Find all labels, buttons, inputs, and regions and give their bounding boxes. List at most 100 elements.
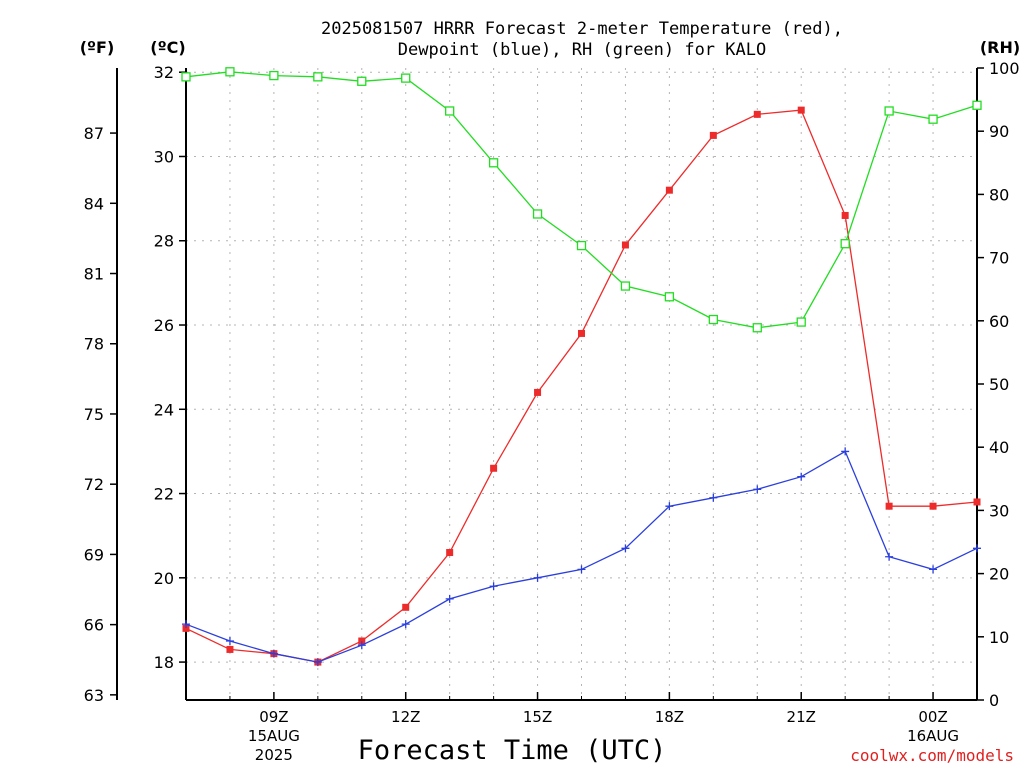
celsius-tick-label: 30 xyxy=(154,147,174,166)
temperature-point xyxy=(578,329,585,337)
x-tick-label: 18Z xyxy=(655,708,684,726)
x-tick-date-label: 16AUG xyxy=(907,727,959,745)
fahrenheit-tick-label: 75 xyxy=(84,405,104,424)
celsius-unit-label: (ºC) xyxy=(150,38,185,57)
dewpoint-point xyxy=(709,493,718,502)
rh-unit-label: (RH) xyxy=(980,38,1020,57)
rh-point xyxy=(488,158,499,168)
fahrenheit-tick-label: 78 xyxy=(84,335,104,354)
temperature-point xyxy=(446,549,454,557)
rh-tick-label: 20 xyxy=(989,565,1009,584)
x-tick-label: 00Z xyxy=(918,708,947,726)
rh-tick-label: 10 xyxy=(989,628,1009,647)
temperature-point xyxy=(402,603,410,611)
temperature-point xyxy=(885,502,893,510)
temperature-point xyxy=(841,211,849,219)
temperature-point xyxy=(621,241,629,249)
fahrenheit-tick-label: 81 xyxy=(84,265,104,284)
dewpoint-point xyxy=(797,472,806,481)
dewpoint-point xyxy=(665,502,674,511)
rh-point xyxy=(752,323,762,333)
dewpoint-point xyxy=(841,447,850,456)
x-tick-label: 15Z xyxy=(523,708,552,726)
rh-point xyxy=(928,114,938,124)
celsius-tick-label: 20 xyxy=(154,569,174,588)
temperature-point xyxy=(973,498,981,506)
dewpoint-point xyxy=(753,485,762,494)
rh-point xyxy=(576,240,587,251)
rh-tick-label: 30 xyxy=(989,501,1009,520)
fahrenheit-tick-label: 84 xyxy=(84,194,104,213)
celsius-tick-label: 22 xyxy=(154,485,174,504)
rh-tick-label: 60 xyxy=(989,312,1009,331)
dewpoint-point xyxy=(225,637,234,646)
temperature-point xyxy=(797,106,805,114)
temperature-point xyxy=(358,637,366,645)
rh-point xyxy=(225,67,235,77)
celsius-tick-label: 28 xyxy=(154,232,174,251)
dewpoint-point xyxy=(973,544,981,553)
chart-title-line-2: Dewpoint (blue), RH (green) for KALO xyxy=(398,40,766,60)
temperature-point xyxy=(226,645,234,653)
x-tick-year-label: 2025 xyxy=(255,746,293,764)
fahrenheit-tick-label: 72 xyxy=(84,475,104,494)
celsius-tick-label: 26 xyxy=(154,316,174,335)
rh-line xyxy=(185,71,978,329)
dewpoint-point xyxy=(621,544,630,553)
rh-tick-label: 50 xyxy=(989,375,1009,394)
temperature-point xyxy=(753,110,761,118)
rh-point xyxy=(532,209,543,219)
fahrenheit-tick-label: 87 xyxy=(84,124,104,143)
rh-point xyxy=(357,76,367,86)
rh-point xyxy=(796,317,806,327)
rh-tick-label: 80 xyxy=(989,185,1009,204)
rh-tick-label: 0 xyxy=(989,691,999,710)
dewpoint-point xyxy=(357,641,366,650)
fahrenheit-unit-label: (ºF) xyxy=(80,38,115,57)
grid-lines xyxy=(186,68,977,700)
fahrenheit-tick-label: 69 xyxy=(84,545,104,564)
axes xyxy=(110,67,984,701)
fahrenheit-tick-label: 66 xyxy=(84,616,104,635)
rh-point xyxy=(181,72,191,82)
rh-tick-label: 90 xyxy=(989,122,1009,141)
celsius-tick-label: 24 xyxy=(154,400,174,419)
rh-tick-label: 100 xyxy=(989,59,1020,78)
rh-tick-label: 70 xyxy=(989,249,1009,268)
x-tick-label: 12Z xyxy=(391,708,420,726)
rh-point xyxy=(269,70,279,81)
temperature-point xyxy=(534,388,542,396)
chart-title-line-1: 2025081507 HRRR Forecast 2-meter Tempera… xyxy=(321,19,843,39)
dewpoint-point xyxy=(182,620,190,629)
rh-point xyxy=(972,100,982,110)
credit-text: coolwx.com/models xyxy=(850,746,1014,765)
x-axis-title: Forecast Time (UTC) xyxy=(358,735,667,766)
temperature-point xyxy=(929,502,937,510)
temperature-point xyxy=(665,186,673,194)
rh-point xyxy=(445,106,455,116)
x-tick-date-label: 15AUG xyxy=(248,727,300,745)
x-tick-label: 21Z xyxy=(787,708,816,726)
celsius-tick-label: 18 xyxy=(154,653,174,672)
dewpoint-point xyxy=(885,552,894,561)
celsius-tick-label: 32 xyxy=(154,63,174,82)
rh-point xyxy=(401,73,411,83)
rh-point xyxy=(708,314,718,325)
dewpoint-point xyxy=(929,565,938,574)
rh-point xyxy=(620,281,631,291)
x-tick-label: 09Z xyxy=(259,708,288,726)
rh-point xyxy=(884,106,894,116)
dewpoint-point xyxy=(577,565,586,574)
dewpoint-point xyxy=(313,658,322,667)
dewpoint-point xyxy=(533,573,542,582)
fahrenheit-tick-label: 63 xyxy=(84,686,104,705)
temperature-point xyxy=(709,131,717,139)
rh-point xyxy=(313,72,323,82)
temperature-point xyxy=(182,624,190,632)
rh-point xyxy=(664,292,675,302)
data-series xyxy=(181,67,982,667)
dewpoint-point xyxy=(269,649,278,658)
rh-point xyxy=(840,239,850,249)
temperature-point xyxy=(490,464,498,472)
